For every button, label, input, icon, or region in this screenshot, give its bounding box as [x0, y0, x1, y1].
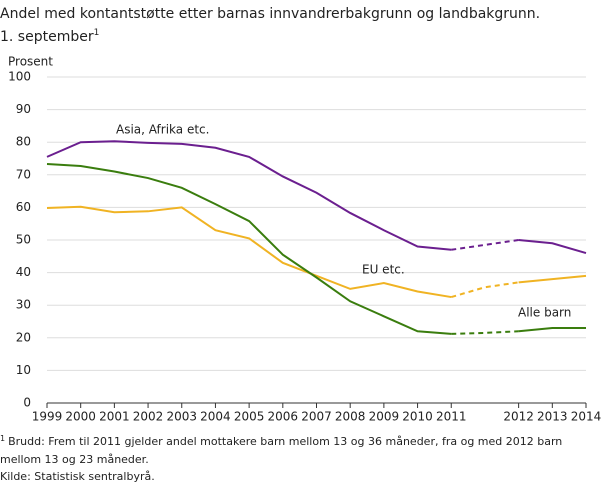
y-tick-label: 20: [16, 330, 31, 344]
x-tick-label: 2012: [503, 410, 534, 424]
x-tick-label: 2014: [571, 410, 602, 424]
footnote-text: Brudd: Frem til 2011 gjelder andel motta…: [8, 435, 562, 448]
y-tick-label: 40: [16, 265, 31, 279]
footnote: 1 Brudd: Frem til 2011 gjelder andel mott…: [0, 434, 562, 449]
x-tick-label: 2007: [301, 410, 332, 424]
y-tick-label: 10: [16, 363, 31, 377]
x-tick-label: 2013: [537, 410, 568, 424]
y-tick-label: 30: [16, 298, 31, 312]
y-tick-label: 0: [23, 396, 31, 410]
x-tick-label: 2002: [133, 410, 164, 424]
x-tick-label: 2000: [65, 410, 96, 424]
footnote-text: mellom 13 og 23 måneder.: [0, 453, 149, 466]
x-tick-label: 2001: [99, 410, 130, 424]
series-line: [451, 239, 519, 251]
series-line: [450, 281, 519, 299]
y-tick-label: 60: [16, 200, 31, 214]
series-line: [518, 239, 587, 255]
note-mark: 1: [0, 434, 5, 443]
x-tick-label: 2006: [268, 410, 299, 424]
series-label: Alle barn: [518, 306, 571, 320]
series-label: Asia, Afrika etc.: [116, 123, 209, 137]
x-tick-label: 2011: [436, 410, 467, 424]
x-tick-label: 2004: [200, 410, 231, 424]
y-tick-label: 70: [16, 167, 31, 181]
series-label: EU etc.: [362, 263, 405, 277]
y-tick-label: 100: [8, 70, 31, 84]
y-tick-label: 90: [16, 102, 31, 116]
series-line: [46, 140, 452, 251]
chart-title: Andel med kontantstøtte etter barnas inn…: [0, 6, 540, 22]
x-tick-label: 2003: [166, 410, 197, 424]
y-tick-label: 80: [16, 135, 31, 149]
x-tick-label: 2009: [369, 410, 400, 424]
x-tick-label: 2005: [234, 410, 265, 424]
series-line: [518, 274, 587, 284]
x-tick-label: 1999: [32, 410, 63, 424]
series-line: [518, 327, 586, 333]
series-line: [46, 163, 452, 335]
title-line: 1. september: [0, 29, 94, 45]
series-line: [46, 205, 452, 299]
x-tick-label: 2008: [335, 410, 366, 424]
note-mark: 1: [94, 28, 100, 38]
series-line: [451, 330, 519, 335]
chart-title: 1. september1: [0, 28, 99, 46]
y-tick-label: 50: [16, 233, 31, 247]
x-tick-label: 2010: [402, 410, 433, 424]
y-axis-label: Prosent: [8, 55, 53, 69]
source: Kilde: Statistisk sentralbyrå.: [0, 470, 155, 483]
